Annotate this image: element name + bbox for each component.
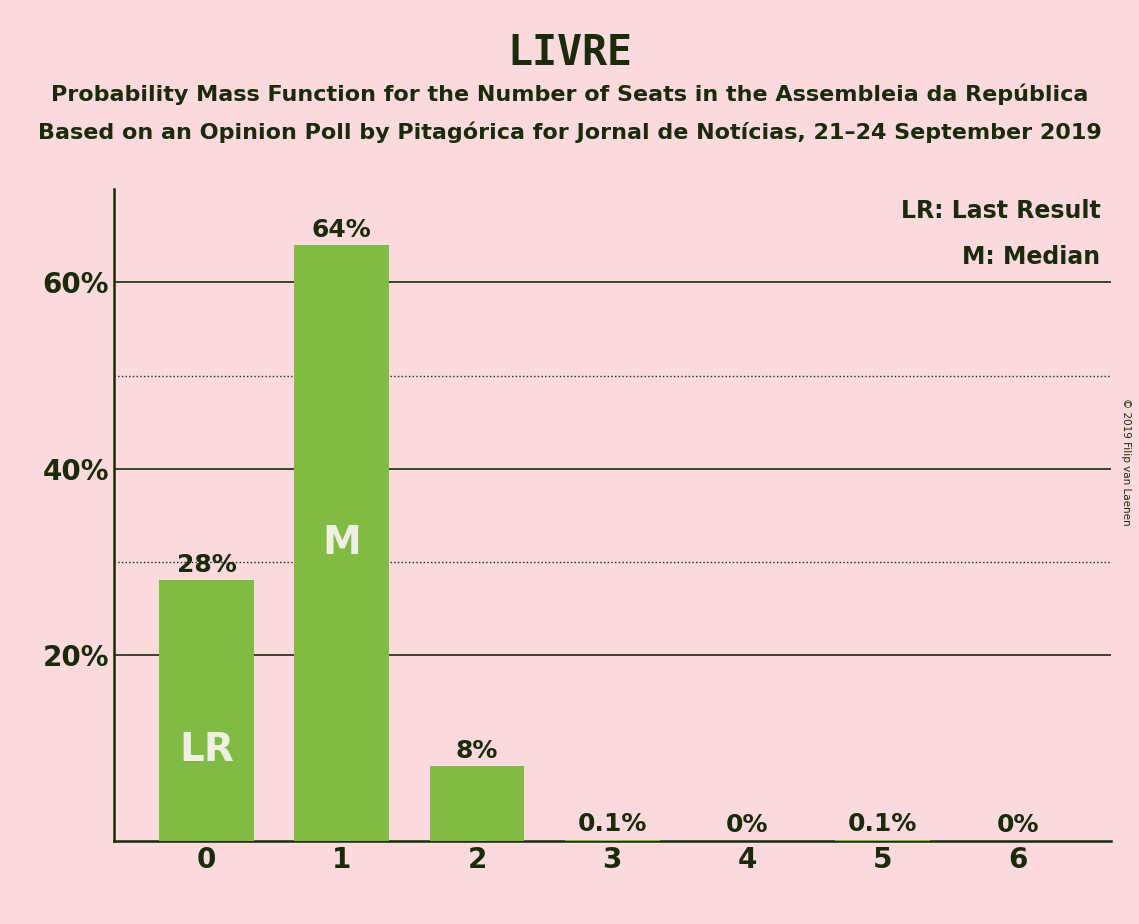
Text: 0%: 0% [997, 813, 1039, 837]
Text: 0.1%: 0.1% [847, 812, 917, 836]
Text: 28%: 28% [177, 553, 237, 577]
Text: M: Median: M: Median [962, 245, 1100, 269]
Text: © 2019 Filip van Laenen: © 2019 Filip van Laenen [1121, 398, 1131, 526]
Text: Probability Mass Function for the Number of Seats in the Assembleia da República: Probability Mass Function for the Number… [51, 83, 1088, 104]
Text: 64%: 64% [312, 217, 371, 241]
Bar [565, 840, 659, 841]
Bar [159, 580, 254, 841]
Text: M: M [322, 524, 361, 562]
Text: LR: LR [179, 731, 233, 769]
Bar [429, 766, 524, 841]
Text: Based on an Opinion Poll by Pitagórica for Jornal de Notícias, 21–24 September 2: Based on an Opinion Poll by Pitagórica f… [38, 122, 1101, 143]
Text: LR: Last Result: LR: Last Result [901, 200, 1100, 224]
Text: 0.1%: 0.1% [577, 812, 647, 836]
Bar [835, 840, 931, 841]
Text: 8%: 8% [456, 738, 498, 762]
Text: LIVRE: LIVRE [507, 32, 632, 74]
Text: 0%: 0% [727, 813, 769, 837]
Bar [294, 245, 390, 841]
